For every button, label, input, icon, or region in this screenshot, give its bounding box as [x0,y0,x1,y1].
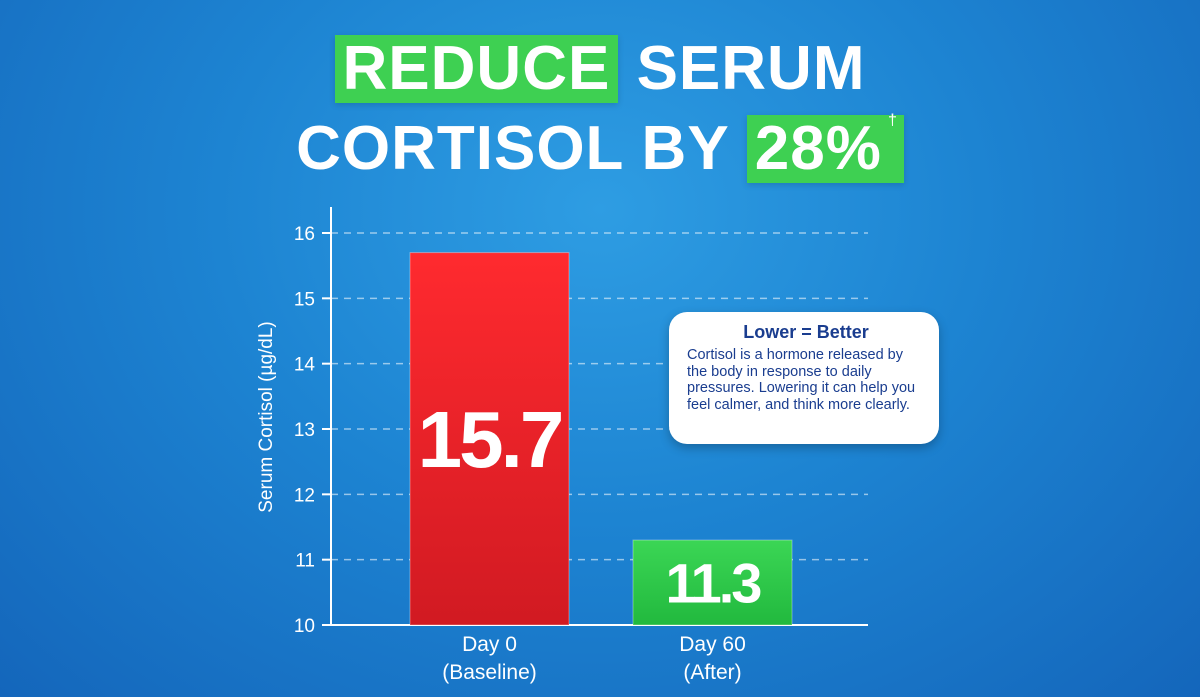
y-axis-label: Serum Cortisol (µg/dL) [256,321,277,513]
x-category-day-60: Day 60 (After) [613,631,813,687]
bar-value-day-0: 15.7 [418,395,562,484]
bar-value-day-60: 11.3 [666,552,762,615]
y-tick-label: 13 [294,420,315,441]
y-tick-label: 16 [294,224,315,245]
headline-percent-value: 28% [754,114,882,183]
y-tick-label: 11 [295,551,315,572]
info-callout: Lower = Better Cortisol is a hormone rel… [669,312,939,444]
x-category-line: Day 0 [462,633,517,656]
headline-serum: SERUM [636,34,866,103]
callout-title: Lower = Better [743,322,869,342]
x-category-line: Day 60 [679,633,746,656]
y-tick-label: 10 [294,616,315,637]
y-tick-label: 14 [294,355,316,376]
callout-body: Cortisol is a hormone released by the bo… [687,347,916,413]
headline-line-1: REDUCE SERUM [0,32,1200,106]
y-tick-label: 15 [294,289,315,310]
x-category-line: (Baseline) [442,661,537,684]
footnote-mark: † [887,112,898,129]
headline-highlight-percent: 28% † [746,112,904,183]
bar-day-60 [632,539,793,626]
bar-day-0 [409,252,570,626]
x-category-line: (After) [683,661,742,684]
headline-cortisol-by: CORTISOL BY [296,114,729,183]
x-category-day-0: Day 0 (Baseline) [390,631,590,687]
headline-line-2: CORTISOL BY 28% † [0,112,1200,186]
y-tick-label: 12 [294,485,315,506]
headline-highlight-reduce: REDUCE [334,35,619,103]
